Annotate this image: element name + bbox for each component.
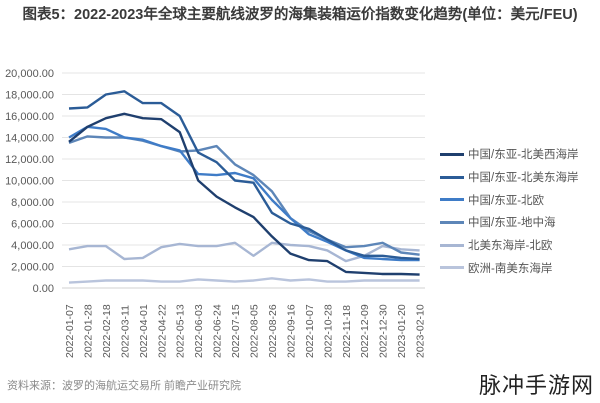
x-tick-label: 2022-02-18 xyxy=(101,304,113,358)
x-tick-label: 2022-09-16 xyxy=(285,304,297,358)
x-tick-label: 2022-08-05 xyxy=(249,304,261,358)
legend-swatch-icon xyxy=(440,243,464,247)
y-tick-label: 10,000.00 xyxy=(5,176,54,188)
watermark-text: 脉冲手游网 xyxy=(478,373,594,398)
x-tick-label: 2022-03-11 xyxy=(119,305,131,358)
y-tick-label: 0.00 xyxy=(33,283,54,295)
y-tick-label: 20,000.00 xyxy=(5,68,54,80)
legend-swatch-icon xyxy=(440,266,464,270)
legend-swatch-icon xyxy=(440,220,464,224)
x-tick-label: 2022-04-22 xyxy=(156,304,168,358)
legend-label: 北美东海岸-北欧 xyxy=(468,240,553,253)
legend: 中国/东亚-北美西海岸 中国/东亚-北美东海岸 中国/东亚-北欧 中国/东亚-地中海北… xyxy=(440,143,579,279)
series-line xyxy=(68,135,420,256)
x-tick-label: 2023-01-20 xyxy=(396,304,408,358)
series-lines xyxy=(68,90,420,284)
y-tick-label: 18,000.00 xyxy=(5,90,54,102)
y-axis-labels: 0.00 2,000.00 4,000.00 6,000.00 8,000.00 10,0… xyxy=(5,68,54,295)
legend-label: 欧洲-南美东海岸 xyxy=(468,262,553,275)
legend-label: 中国/东亚-地中海 xyxy=(468,217,556,230)
series-line xyxy=(68,112,420,276)
series-line xyxy=(68,125,420,262)
x-tick-label: 2022-08-26 xyxy=(267,304,279,358)
legend-label: 中国/东亚-北欧 xyxy=(468,194,545,207)
x-tick-label: 2022-10-07 xyxy=(304,304,316,358)
x-tick-label: 2022-06-24 xyxy=(212,304,224,358)
x-tick-label: 2023-02-10 xyxy=(415,304,427,358)
legend-item: 中国/东亚-地中海 xyxy=(440,211,579,234)
chart-title: 图表5：2022-2023年全球主要航线波罗的海集装箱运价指数变化趋势(单位：美… xyxy=(22,7,578,23)
x-tick-label: 2022-11-18 xyxy=(341,305,353,358)
legend-label: 中国/东亚-北美东海岸 xyxy=(468,172,579,185)
legend-item: 欧洲-南美东海岸 xyxy=(440,256,579,279)
series-line xyxy=(68,90,420,261)
legend-item: 中国/东亚-北美西海岸 xyxy=(440,143,579,166)
x-tick-label: 2022-12-09 xyxy=(359,304,371,358)
y-tick-label: 16,000.00 xyxy=(5,111,54,123)
legend-swatch-icon xyxy=(440,175,464,179)
x-tick-label: 2022-04-01 xyxy=(138,304,150,358)
legend-swatch-icon xyxy=(440,198,464,202)
x-tick-label: 2022-07-15 xyxy=(230,304,242,358)
x-tick-label: 2022-12-30 xyxy=(378,304,390,358)
series-line xyxy=(68,277,420,284)
legend-swatch-icon xyxy=(440,152,464,156)
y-tick-label: 6,000.00 xyxy=(11,219,54,231)
x-axis-labels: 2022-01-07 2022-01-28 2022-02-18 2022-03-11… xyxy=(64,304,427,358)
y-tick-label: 2,000.00 xyxy=(11,262,54,274)
x-tick-label: 2022-06-03 xyxy=(193,304,205,358)
legend-item: 中国/东亚-北美东海岸 xyxy=(440,166,579,189)
y-tick-label: 4,000.00 xyxy=(11,240,54,252)
source-note: 资料来源：波罗的海航运交易所 前瞻产业研究院 xyxy=(7,380,242,392)
y-tick-label: 8,000.00 xyxy=(11,197,54,209)
legend-label: 中国/东亚-北美西海岸 xyxy=(468,149,579,162)
y-tick-label: 14,000.00 xyxy=(5,133,54,145)
x-tick-label: 2022-01-07 xyxy=(64,304,76,358)
x-tick-label: 2022-10-28 xyxy=(322,304,334,358)
legend-item: 北美东海岸-北欧 xyxy=(440,234,579,257)
y-tick-label: 12,000.00 xyxy=(5,154,54,166)
x-tick-label: 2022-05-13 xyxy=(175,304,187,358)
legend-item: 中国/东亚-北欧 xyxy=(440,188,579,211)
x-tick-label: 2022-01-28 xyxy=(82,304,94,358)
